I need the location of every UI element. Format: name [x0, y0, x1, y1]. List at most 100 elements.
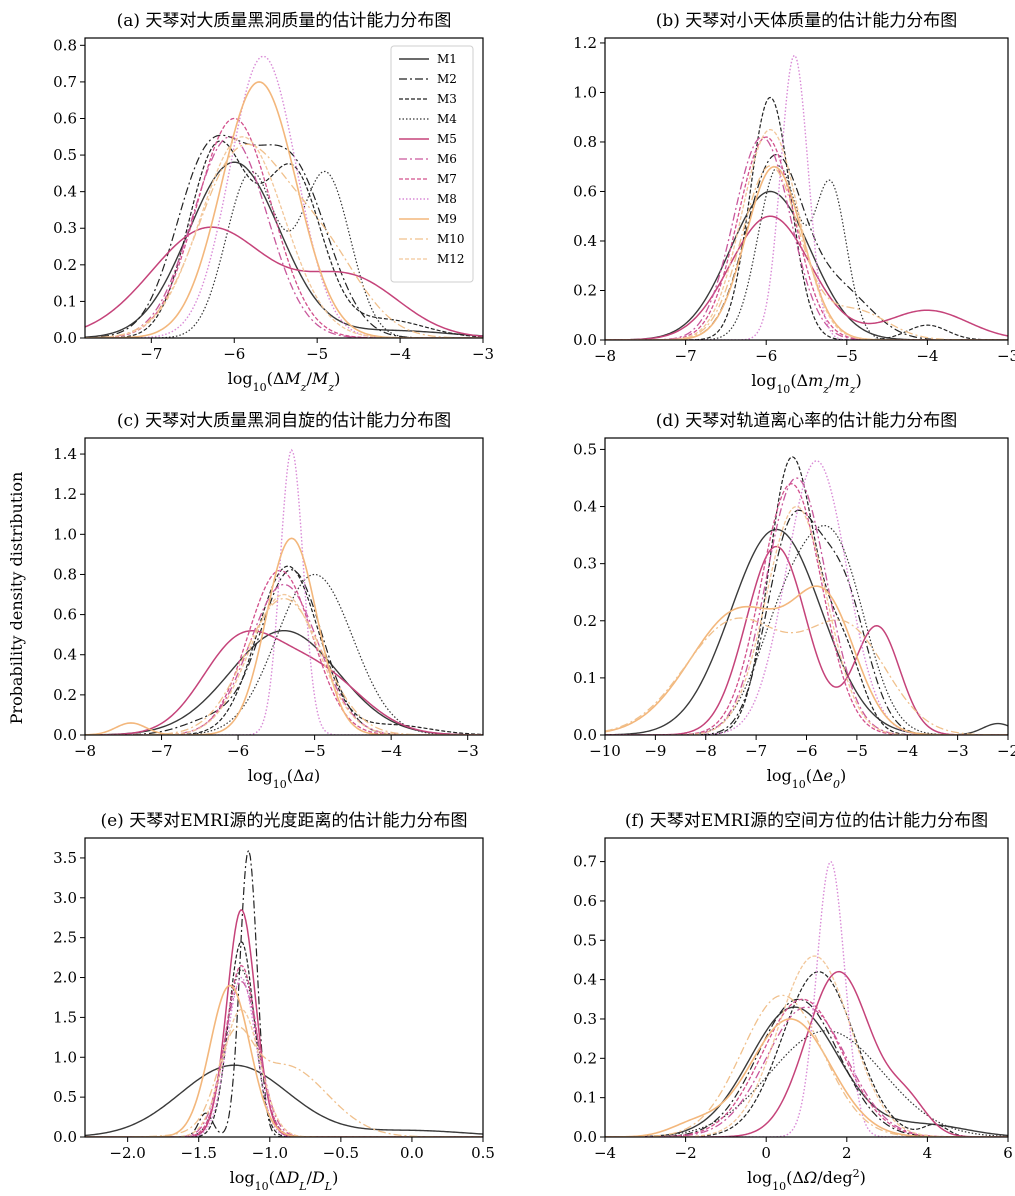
y-tick-label: 0.7: [573, 853, 597, 871]
y-tick-label: 0.4: [573, 498, 597, 516]
y-tick-label: 0.8: [53, 565, 77, 583]
y-tick-label: 0.1: [53, 292, 77, 310]
x-tick-label: −3: [997, 347, 1015, 365]
series-line-m7: [605, 998, 1008, 1137]
panel-title: (d) 天琴对轨道离心率的估计能力分布图: [656, 411, 958, 431]
y-tick-label: 1.5: [53, 1008, 77, 1026]
series-line-m4: [605, 1030, 1008, 1137]
series-line-m6: [85, 980, 483, 1137]
series-line-m3: [605, 96, 1008, 340]
series-line-m7: [605, 136, 1008, 340]
x-tick-label: 6: [1003, 1144, 1013, 1162]
x-tick-label: −6: [227, 742, 249, 760]
x-tick-label: 2: [842, 1144, 852, 1162]
curves: [605, 54, 1008, 340]
series-line-m7: [85, 964, 483, 1137]
y-tick-label: 1.0: [573, 83, 597, 101]
y-tick-label: 0.1: [573, 669, 597, 687]
legend: M1 M2 M3 M4 M5 M6 M7 M8 M9 M10 M12: [390, 45, 474, 283]
legend-label-m8: M8: [437, 192, 457, 206]
series-line-m3: [605, 456, 1008, 735]
x-axis-label: log10(Δa): [248, 766, 321, 791]
panel-e: (e) 天琴对EMRI源的光度距离的估计能力分布图 −2.0 −1.5 −1.0 −0.…: [53, 811, 495, 1193]
x-tick-label: −4: [380, 742, 402, 760]
series-line-m1: [605, 528, 1008, 735]
x-tick-label: −7: [140, 345, 162, 363]
series-line-m10: [85, 597, 483, 735]
legend-label-m7: M7: [437, 172, 457, 186]
y-tick-label: 1.2: [573, 34, 597, 52]
x-tick-label: −1.0: [252, 1144, 288, 1162]
axes-frame: [604, 837, 1009, 1138]
y-tick-label: 0.3: [53, 219, 77, 237]
x-tick-label: −5: [846, 742, 868, 760]
x-tick-label: −8: [594, 347, 616, 365]
series-line-m12: [85, 593, 483, 735]
y-tick-label: 0.5: [53, 146, 77, 164]
series-line-m4: [85, 170, 483, 338]
axes-frame: [84, 37, 484, 339]
series-line-m10: [85, 1026, 483, 1137]
legend-label-m12: M12: [437, 252, 465, 266]
x-tick-label: −5: [836, 347, 858, 365]
series-line-m8: [85, 448, 483, 735]
y-tick-label: 0.0: [573, 726, 597, 744]
x-tick-label: −5: [304, 742, 326, 760]
y-tick-label: 0.6: [573, 892, 597, 910]
series-line-m1: [85, 161, 483, 338]
x-tick-label: −7: [675, 347, 697, 365]
series-line-m12: [605, 955, 1008, 1137]
series-line-m1: [85, 629, 483, 735]
y-tick-label: 0.5: [573, 931, 597, 949]
y-tick-label: 0.6: [573, 182, 597, 200]
x-tick-label: −10: [589, 742, 621, 760]
series-line-m3: [85, 940, 483, 1137]
y-tick-label: 1.0: [53, 525, 77, 543]
y-tick-label: 0.2: [573, 281, 597, 299]
series-line-m5: [85, 226, 483, 338]
x-tick-label: 4: [923, 1144, 933, 1162]
y-tick-label: 1.4: [53, 445, 77, 463]
series-line-m12: [605, 128, 1008, 340]
series-line-m5: [85, 908, 483, 1137]
y-tick-label: 1.0: [53, 1048, 77, 1066]
y-tick-label: 0.1: [573, 1089, 597, 1107]
series-line-m3: [85, 565, 483, 735]
panel-title: (b) 天琴对小天体质量的估计能力分布图: [656, 11, 958, 31]
legend-label-m2: M2: [437, 72, 457, 86]
series-line-m5: [85, 630, 483, 735]
panel-title: (f) 天琴对EMRI源的空间方位的估计能力分布图: [625, 811, 988, 831]
x-tick-label: −7: [745, 742, 767, 760]
x-tick-label: −2.0: [109, 1144, 145, 1162]
y-tick-label: 0.3: [573, 555, 597, 573]
y-tick-label: 0.6: [53, 109, 77, 127]
panel-a: (a) 天琴对大质量黑洞质量的估计能力分布图 −7 −6 −5 −4 −3 0.0 0.1 0.…: [53, 11, 494, 394]
y-tick-label: 0.0: [53, 329, 77, 347]
y-tick-label: 0.7: [53, 73, 77, 91]
legend-label-m3: M3: [437, 92, 457, 106]
legend-label-m1: M1: [437, 52, 457, 66]
series-line-m2: [85, 848, 483, 1137]
axes-frame: [604, 437, 1009, 736]
x-tick-label: −6: [223, 345, 245, 363]
series-line-m9: [85, 984, 483, 1137]
curves: [605, 861, 1008, 1137]
series-line-m3: [605, 971, 1008, 1137]
x-axis-label: log10(ΔMz/Mz): [228, 369, 341, 394]
axes-frame: [604, 37, 1009, 341]
x-tick-label: 0.5: [471, 1144, 495, 1162]
y-tick-label: 0.4: [573, 971, 597, 989]
y-tick-label: 0.0: [53, 1128, 77, 1146]
series-line-m2: [605, 998, 1008, 1137]
y-tick-label: 0.2: [573, 612, 597, 630]
x-axis-label: log10(ΔDL/DL): [230, 1168, 339, 1193]
x-tick-label: −4: [896, 742, 918, 760]
panel-c: (c) 天琴对大质量黑洞自旋的估计能力分布图 −8 −7 −6 −5 −4 −3 0.0 0.2…: [53, 411, 484, 791]
x-tick-label: −7: [150, 742, 172, 760]
y-tick-label: 2.0: [53, 969, 77, 987]
x-axis-label: log10(ΔΩ/deg2): [747, 1167, 866, 1193]
series-line-m4: [85, 968, 483, 1137]
x-tick-label: −2: [997, 742, 1015, 760]
y-tick-label: 0.8: [53, 36, 77, 54]
